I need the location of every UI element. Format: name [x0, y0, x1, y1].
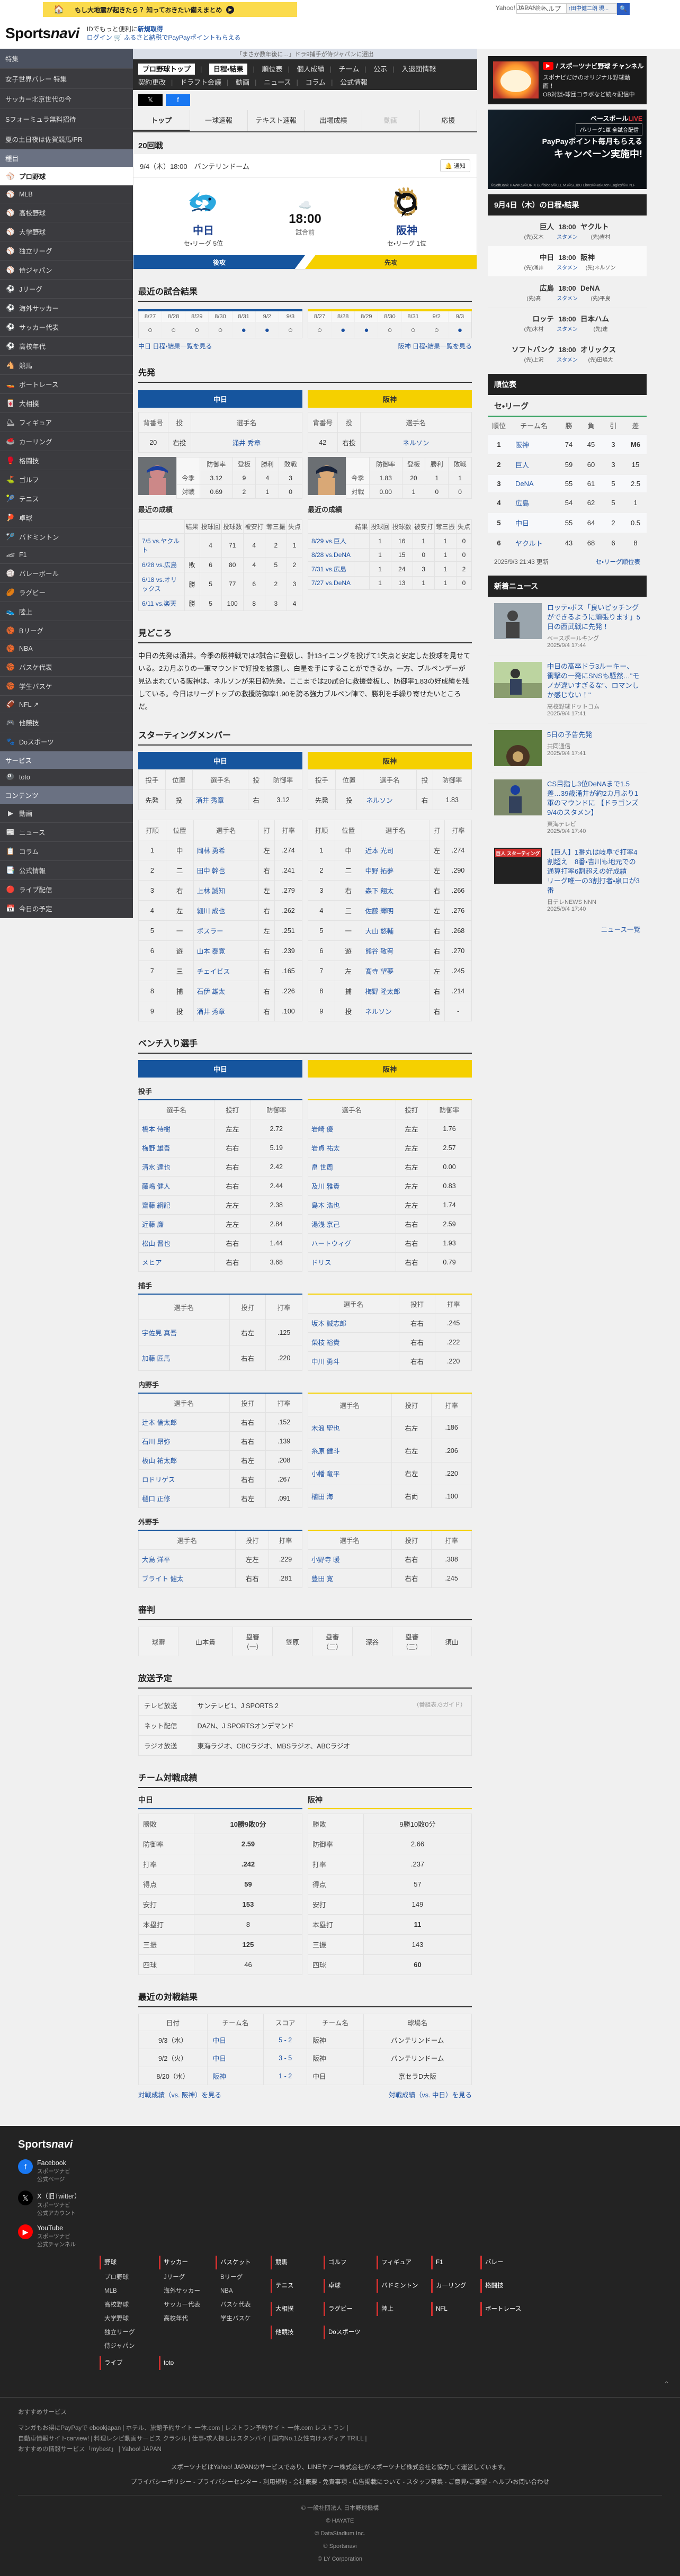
svg-text:巨人 スターティング: 巨人 スターティング: [496, 850, 540, 856]
svg-text:Tigers: Tigers: [401, 212, 413, 216]
